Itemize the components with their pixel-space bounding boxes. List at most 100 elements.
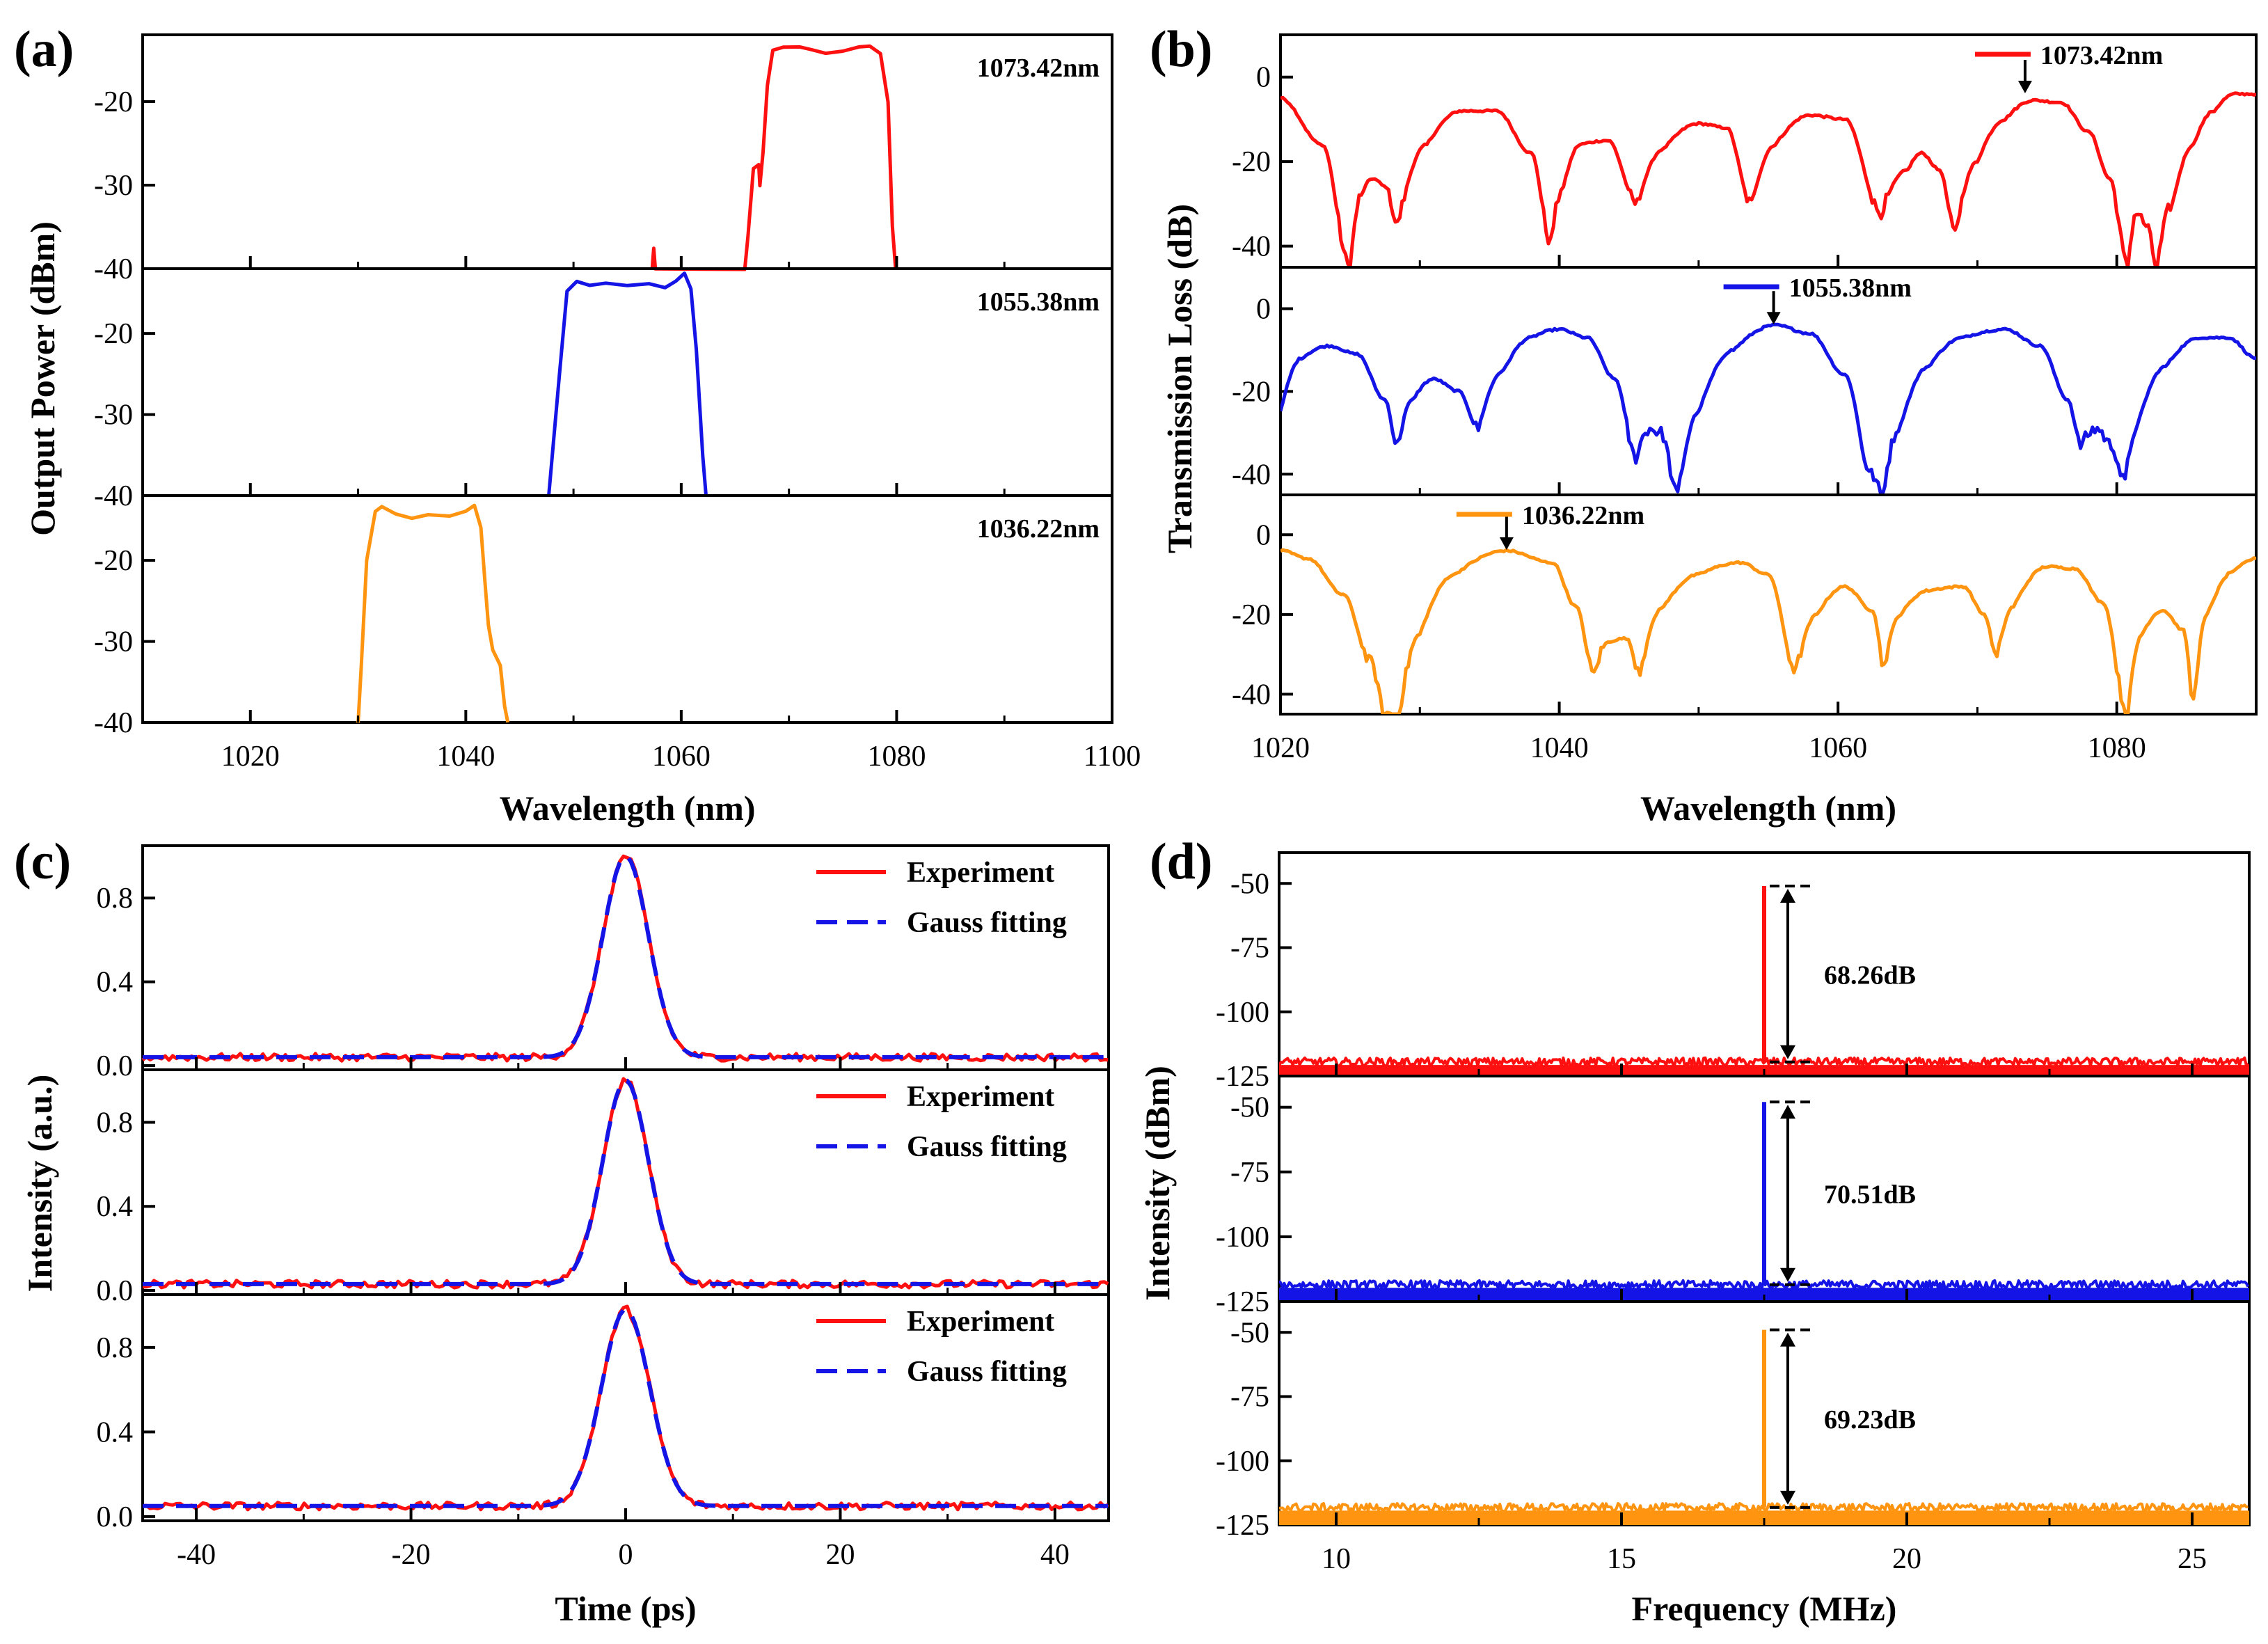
- transmission-line-blue: [1280, 322, 2256, 495]
- y-tick-label: -75: [1230, 1157, 1269, 1189]
- gauss-fit-trace: [143, 1078, 1109, 1286]
- subplot-b-3: [1279, 493, 2258, 716]
- subplot-a-2: [141, 267, 1113, 497]
- y-tick-label: 0.4: [97, 1416, 134, 1448]
- y-axis-title-d: Intensity (dBm): [1138, 1066, 1177, 1301]
- y-tick-label: 0.0: [97, 1501, 134, 1533]
- snr-arrow-head-bottom: [1780, 1490, 1795, 1505]
- x-tick-label: 15: [1607, 1543, 1636, 1575]
- x-axis-title-c: Time (ps): [555, 1589, 696, 1628]
- x-tick-label: 0: [619, 1539, 633, 1571]
- x-tick-label: 1040: [436, 741, 495, 773]
- y-tick-label: -20: [1232, 146, 1271, 178]
- wavelength-label: 1036.22nm: [1522, 501, 1644, 530]
- x-axis-title-b: Wavelength (nm): [1640, 789, 1896, 828]
- snr-arrow-head-top: [1780, 1105, 1795, 1119]
- y-tick-label: -125: [1216, 1061, 1269, 1093]
- y-tick-label: -40: [1232, 231, 1271, 263]
- y-tick-label: 0.0: [97, 1050, 134, 1082]
- y-tick-label: -50: [1230, 1092, 1269, 1124]
- y-tick-label: 0.4: [97, 1191, 134, 1223]
- panel-label-a: (a): [14, 21, 74, 78]
- spectrum-line-blue: [547, 271, 708, 496]
- panel-label-d: (d): [1150, 833, 1212, 890]
- experiment-trace: [142, 1304, 1109, 1512]
- y-tick-label: -30: [94, 170, 133, 202]
- y-tick-label: -100: [1216, 1446, 1269, 1478]
- y-tick-label: -20: [94, 545, 133, 577]
- noise-floor-orange: [1279, 1502, 2249, 1513]
- wavelength-label: 1036.22nm: [977, 514, 1100, 544]
- peak-arrow-head: [2017, 81, 2032, 94]
- x-tick-label: 1080: [2088, 732, 2146, 764]
- y-tick-label: 0.8: [97, 1332, 134, 1364]
- snr-label: 68.26dB: [1824, 961, 1916, 990]
- y-tick-label: -125: [1216, 1286, 1269, 1318]
- snr-arrow-head-bottom: [1780, 1045, 1795, 1059]
- legend-gauss-fitting: Gauss fitting: [907, 907, 1067, 939]
- y-tick-label: -40: [94, 707, 133, 739]
- snr-arrow-head-top: [1780, 1332, 1795, 1347]
- snr-label: 70.51dB: [1824, 1180, 1916, 1210]
- y-tick-label: -40: [94, 253, 133, 285]
- snr-label: 69.23dB: [1824, 1405, 1916, 1434]
- y-tick-label: -40: [1232, 679, 1271, 711]
- y-tick-label: -75: [1230, 933, 1269, 965]
- spectrum-line-red: [650, 44, 898, 271]
- legend-experiment: Experiment: [907, 1081, 1054, 1113]
- subplot-a-3: [141, 494, 1113, 724]
- x-tick-label: 1040: [1530, 732, 1589, 764]
- y-tick-label: -100: [1216, 1222, 1269, 1254]
- y-tick-label: -20: [94, 318, 133, 350]
- subplot-a-1: [141, 33, 1113, 270]
- noise-floor-red: [1279, 1056, 2249, 1068]
- wavelength-label: 1055.38nm: [1789, 274, 1912, 303]
- y-axis-title-b: Transmission Loss (dB): [1160, 204, 1199, 553]
- transmission-line-orange: [1280, 548, 2256, 714]
- y-tick-label: -40: [1232, 459, 1271, 491]
- peak-arrow-head: [1499, 537, 1514, 551]
- wavelength-label: 1073.42nm: [977, 54, 1100, 83]
- panel-label-c: (c): [14, 833, 71, 890]
- x-tick-label: -20: [392, 1539, 431, 1571]
- snr-arrow-head-bottom: [1780, 1267, 1795, 1282]
- legend-experiment: Experiment: [907, 1306, 1054, 1338]
- x-tick-label: 1080: [867, 741, 926, 773]
- y-tick-label: -100: [1216, 997, 1269, 1029]
- legend-gauss-fitting: Gauss fitting: [907, 1131, 1067, 1163]
- x-tick-label: -40: [177, 1539, 216, 1571]
- x-tick-label: 1100: [1084, 741, 1141, 773]
- spectrum-line-orange: [356, 503, 510, 723]
- y-tick-label: -20: [1232, 599, 1271, 631]
- x-tick-label: 1060: [1809, 732, 1867, 764]
- x-tick-label: 1060: [652, 741, 711, 773]
- gauss-fit-trace: [143, 1307, 1109, 1508]
- transmission-line-red: [1280, 91, 2256, 267]
- legend-gauss-fitting: Gauss fitting: [907, 1356, 1067, 1388]
- y-tick-label: -30: [94, 626, 133, 658]
- y-tick-label: 0: [1256, 62, 1271, 94]
- y-tick-label: 0.0: [97, 1275, 134, 1307]
- snr-arrow-head-top: [1780, 888, 1795, 903]
- panel-label-b: (b): [1150, 21, 1212, 78]
- x-tick-label: 40: [1040, 1539, 1070, 1571]
- x-axis-title-d: Frequency (MHz): [1632, 1589, 1897, 1628]
- y-tick-label: 0.8: [97, 883, 134, 915]
- y-tick-label: -50: [1230, 868, 1269, 900]
- peak-arrow-head: [1766, 312, 1781, 325]
- y-tick-label: 0: [1256, 519, 1271, 551]
- wavelength-label: 1055.38nm: [977, 287, 1100, 317]
- y-tick-label: -75: [1230, 1382, 1269, 1414]
- experiment-trace: [142, 1077, 1109, 1290]
- y-tick-label: -30: [94, 400, 133, 432]
- x-tick-label: 10: [1322, 1543, 1351, 1575]
- x-axis-title-a: Wavelength (nm): [499, 789, 755, 828]
- x-tick-label: 20: [1892, 1543, 1921, 1575]
- noise-floor-band-orange: [1279, 1510, 2249, 1525]
- y-axis-title-c: Intensity (a.u.): [20, 1075, 59, 1293]
- y-tick-label: -20: [94, 86, 133, 118]
- y-tick-label: -50: [1230, 1317, 1269, 1349]
- wavelength-label: 1073.42nm: [2040, 41, 2163, 70]
- y-tick-label: -40: [94, 480, 133, 512]
